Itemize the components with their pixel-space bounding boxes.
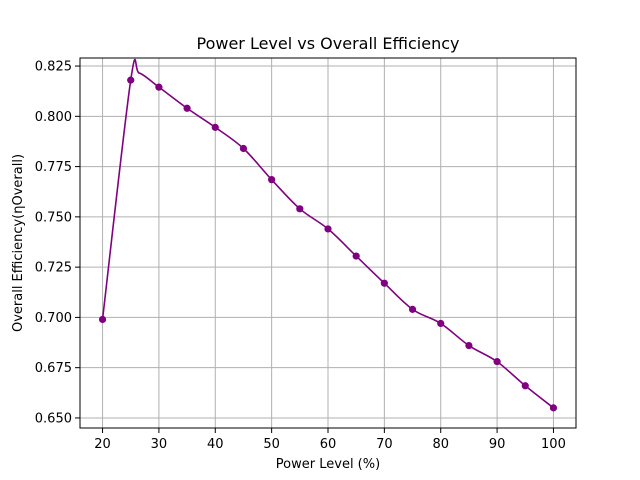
points-layer [98,76,558,412]
data-point [98,315,107,324]
data-point [352,252,360,260]
x-tick-label: 90 [489,437,506,452]
data-point [437,319,445,328]
data-point [380,279,388,287]
data-point [239,144,248,153]
y-axis-label: Overall Efficiency(ηOverall) [11,154,26,332]
x-axis-label: Power Level (%) [276,457,380,472]
data-point [324,225,332,233]
grid [80,58,576,428]
data-point [408,305,417,313]
x-tick-label: 30 [151,437,168,452]
data-point [296,205,304,213]
y-axis: 0.650 0.675 0.700 0.725 0.750 0.775 0.800 0.825 [35,60,80,426]
y-tick-label: 0.800 [35,110,72,125]
data-point [465,341,473,350]
y-tick-label: 0.675 [35,361,72,376]
y-tick-label: 0.825 [35,60,72,75]
x-tick-label: 50 [263,437,280,452]
data-point [549,404,558,412]
data-point [211,123,219,131]
data-point [493,358,501,366]
x-tick-label: 100 [541,437,566,452]
data-point [268,176,276,184]
data-point [127,76,135,84]
x-axis: 20 30 40 50 60 70 80 90 100 [94,428,566,452]
x-tick-label: 80 [432,437,449,452]
data-point [521,382,529,390]
x-tick-label: 40 [207,437,224,452]
data-point [155,83,163,91]
chart-title: Power Level vs Overall Efficiency [196,34,459,53]
x-tick-label: 20 [94,437,111,452]
y-tick-label: 0.650 [35,411,72,426]
y-tick-label: 0.775 [35,160,72,175]
x-tick-label: 70 [376,437,393,452]
data-point [183,104,191,112]
y-tick-label: 0.725 [35,261,72,276]
x-tick-label: 60 [320,437,337,452]
y-tick-label: 0.700 [35,311,72,326]
y-tick-label: 0.750 [35,210,72,225]
